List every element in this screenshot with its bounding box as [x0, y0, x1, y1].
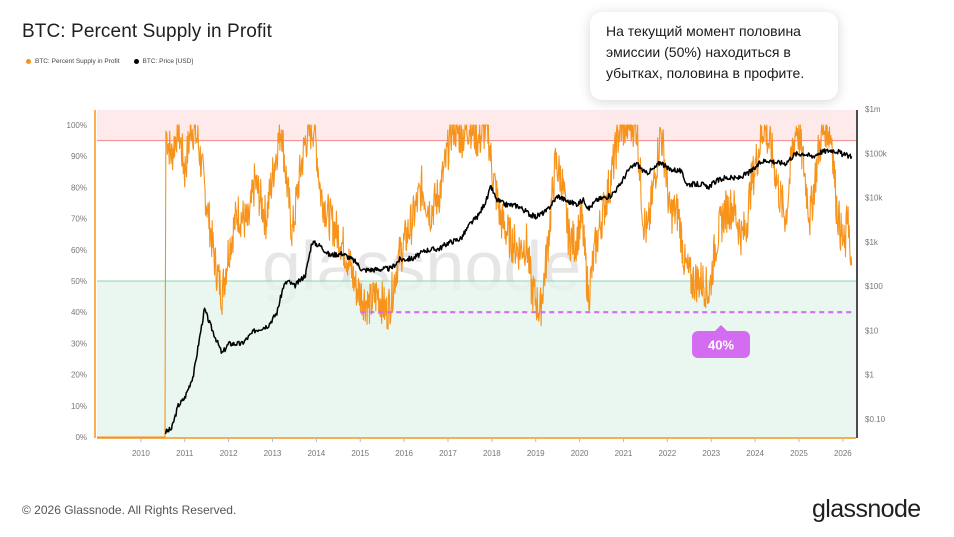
y-right-tick-label: $100	[865, 282, 883, 291]
y-left-tick-label: 30%	[71, 339, 87, 348]
y-left-tick-label: 60%	[71, 246, 87, 255]
y-right-tick-label: $1	[865, 371, 874, 380]
legend-dot-price-icon	[133, 59, 139, 64]
x-tick-label: 2018	[483, 449, 501, 458]
x-tick-label: 2017	[439, 449, 457, 458]
x-tick-label: 2015	[351, 449, 369, 458]
x-tick-label: 2016	[395, 449, 413, 458]
legend-label-price: BTC: Price [USD]	[142, 58, 194, 65]
x-tick-label: 2021	[615, 449, 633, 458]
chart-title: BTC: Percent Supply in Profit	[22, 21, 273, 42]
series-percent-supply-in-profit	[96, 124, 853, 438]
y-left-tick-label: 10%	[71, 402, 87, 411]
annotation-badge-pointer	[715, 325, 727, 331]
y-left-tick-label: 80%	[71, 183, 87, 192]
y-right-tick-label: $100k	[865, 149, 888, 158]
annotation-label: 40%	[708, 338, 734, 353]
y-right-tick-label: $10k	[865, 194, 883, 203]
x-tick-label: 2023	[702, 449, 720, 458]
legend-item-profit[interactable]: BTC: Percent Supply in Profit	[26, 58, 120, 65]
x-tick-label: 2014	[307, 449, 325, 458]
y-right-tick-label: $1m	[865, 105, 881, 114]
low-profit-band	[97, 281, 856, 437]
y-left-tick-label: 90%	[71, 152, 87, 161]
x-tick-label: 2012	[220, 449, 238, 458]
y-right-tick-label: $1k	[865, 238, 879, 247]
legend: BTC: Percent Supply in Profit BTC: Price…	[26, 58, 193, 65]
x-tick-label: 2024	[746, 449, 764, 458]
y-right-tick-label: $0.10	[865, 415, 886, 424]
x-tick-label: 2013	[264, 449, 282, 458]
y-left-tick-label: 0%	[75, 433, 87, 442]
y-left-tick-label: 40%	[71, 308, 87, 317]
y-left-tick-label: 70%	[71, 215, 87, 224]
y-left-tick-label: 100%	[67, 121, 87, 130]
x-tick-label: 2011	[176, 449, 194, 458]
y-left-tick-label: 20%	[71, 371, 87, 380]
legend-item-price[interactable]: BTC: Price [USD]	[133, 58, 194, 65]
series-btc-price	[164, 148, 853, 435]
legend-label-profit: BTC: Percent Supply in Profit	[35, 58, 120, 65]
y-left-tick-label: 50%	[71, 277, 87, 286]
copyright-footer: © 2026 Glassnode. All Rights Reserved.	[22, 503, 237, 517]
callout-box: На текущий момент половина эмиссии (50%)…	[590, 12, 838, 100]
legend-dot-profit-icon	[26, 59, 31, 64]
x-tick-label: 2026	[834, 449, 852, 458]
x-tick-label: 2025	[790, 449, 808, 458]
x-tick-label: 2022	[658, 449, 676, 458]
x-tick-label: 2019	[527, 449, 545, 458]
annotation-badge	[692, 331, 750, 358]
x-tick-label: 2020	[571, 449, 589, 458]
x-tick-label: 2010	[132, 449, 150, 458]
y-right-tick-label: $10	[865, 326, 879, 335]
brand-logo: glassnode	[812, 495, 921, 523]
